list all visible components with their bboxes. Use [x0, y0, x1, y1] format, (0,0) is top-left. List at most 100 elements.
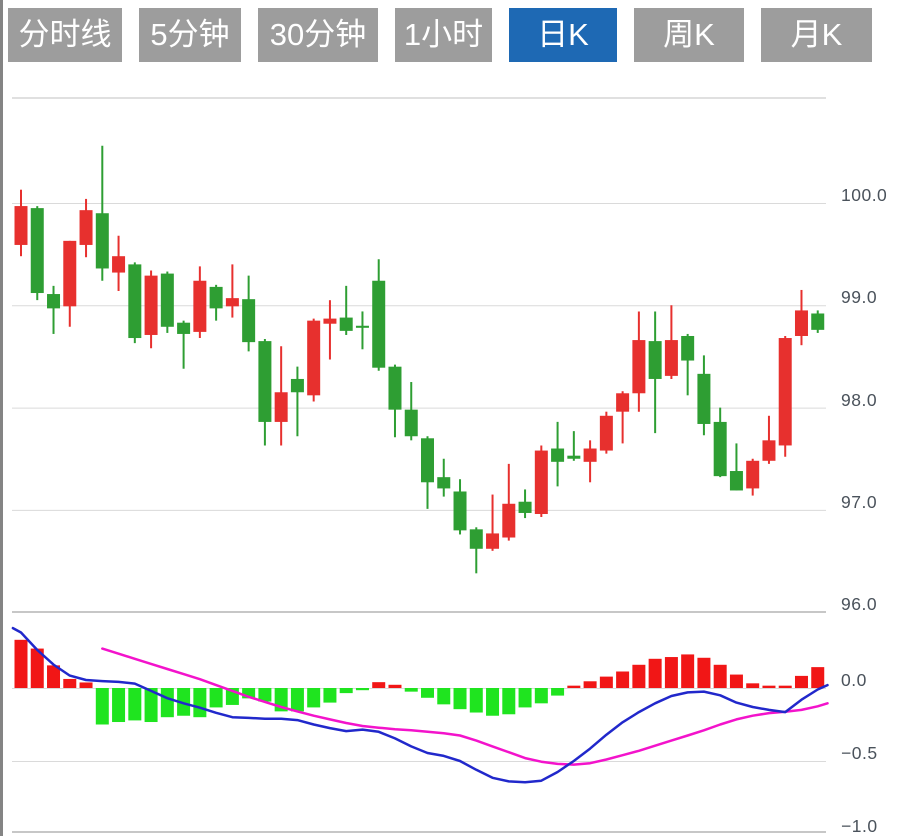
macd-histogram-bar	[290, 688, 304, 712]
candle-body	[177, 322, 191, 334]
macd-histogram-bar	[534, 688, 548, 704]
macd-histogram-bar	[713, 664, 727, 688]
macd-histogram-bar	[128, 688, 142, 721]
candle-body	[567, 455, 581, 459]
macd-histogram-bar	[697, 657, 711, 688]
candle-body	[14, 206, 28, 245]
macd-dea-line	[101, 647, 829, 766]
candle-body	[30, 208, 44, 294]
macd-histogram-bar	[437, 688, 451, 705]
macd-histogram-bar	[664, 657, 678, 688]
macd-histogram-bar	[355, 688, 369, 691]
macd-histogram-bar	[778, 685, 792, 688]
macd-histogram-bar	[79, 682, 93, 688]
macd-histogram-bar	[30, 648, 44, 688]
candle-body	[453, 491, 467, 531]
candle-body	[47, 294, 61, 309]
tab-monthly-k[interactable]: 月K	[761, 8, 872, 62]
macd-histogram-bar	[616, 671, 630, 688]
price-axis-tick-label: 100.0	[841, 185, 888, 205]
macd-histogram-bar	[95, 688, 109, 725]
candle-body	[664, 340, 678, 376]
macd-histogram-bar	[323, 688, 337, 703]
candle-body	[79, 210, 93, 245]
macd-axis-tick-label: 0.0	[841, 670, 867, 690]
candle-body	[437, 477, 451, 489]
macd-dif-line	[11, 626, 829, 784]
candle-body	[469, 529, 483, 549]
price-axis-tick-label: 96.0	[841, 594, 878, 615]
candle-body	[128, 264, 142, 339]
interval-tabbar: 分时线 5分钟 30分钟 1小时 日K 周K 月K	[8, 8, 872, 62]
macd-histogram-bar	[372, 682, 386, 688]
candle-body	[95, 213, 109, 269]
candle-body	[242, 299, 256, 343]
candle-body	[307, 320, 321, 396]
candle-body	[681, 335, 695, 361]
candle-body	[534, 450, 548, 514]
candle-body	[551, 448, 565, 462]
window-left-border	[0, 0, 3, 836]
candle-body	[811, 313, 825, 330]
macd-histogram-bar	[762, 685, 776, 688]
candle-body	[323, 318, 337, 324]
candle-body	[713, 421, 727, 477]
tab-daily-k[interactable]: 日K	[509, 8, 617, 62]
candle-body	[697, 373, 711, 424]
candle-body	[339, 317, 353, 331]
candle-body	[112, 256, 126, 273]
candle-body	[372, 280, 386, 368]
price-axis-tick-label: 98.0	[841, 389, 878, 410]
macd-histogram-bar	[648, 658, 662, 688]
candle-body	[486, 533, 500, 549]
candle-body	[290, 378, 304, 393]
candle-body	[729, 471, 743, 491]
macd-histogram-bar	[469, 688, 483, 713]
tab-weekly-k[interactable]: 周K	[634, 8, 744, 62]
macd-histogram-bar	[209, 688, 223, 708]
candle-body	[258, 341, 272, 422]
macd-histogram-bar	[144, 688, 158, 723]
macd-histogram-bar	[681, 654, 695, 688]
macd-histogram-bar	[160, 688, 174, 718]
candle-body	[355, 325, 369, 328]
macd-histogram-bar	[632, 664, 646, 688]
macd-histogram-bar	[242, 688, 256, 699]
macd-histogram-bar	[794, 675, 808, 688]
candle-body	[144, 275, 158, 335]
tab-5min[interactable]: 5分钟	[139, 8, 241, 62]
tab-timeline[interactable]: 分时线	[8, 8, 122, 62]
macd-histogram-bar	[404, 688, 418, 692]
candle-body	[388, 366, 402, 410]
macd-axis-tick-label: −1.0	[841, 816, 878, 836]
candle-body	[648, 341, 662, 379]
macd-histogram-bar	[567, 685, 581, 688]
candle-body	[599, 415, 613, 451]
candle-body	[616, 393, 630, 412]
macd-histogram-bar	[388, 684, 402, 688]
macd-histogram-bar	[258, 688, 272, 702]
macd-histogram-bar	[746, 683, 760, 688]
price-axis-tick-label: 97.0	[841, 491, 878, 512]
macd-histogram-bar	[518, 688, 532, 708]
macd-histogram-bar	[63, 678, 77, 688]
macd-histogram-bar	[339, 688, 353, 694]
macd-histogram-bar	[177, 688, 191, 716]
macd-histogram-bar	[421, 688, 434, 698]
tab-1hour[interactable]: 1小时	[395, 8, 492, 62]
macd-histogram-bar	[583, 681, 597, 688]
candle-body	[63, 240, 77, 307]
macd-histogram-bar	[193, 688, 207, 718]
macd-histogram-bar	[486, 688, 500, 716]
candle-body	[632, 340, 646, 394]
macd-histogram-bar	[47, 665, 61, 688]
macd-histogram-bar	[453, 688, 467, 710]
macd-axis-tick-label: −0.5	[841, 743, 878, 763]
macd-histogram-bar	[811, 667, 825, 688]
candle-body	[502, 503, 516, 538]
candle-body	[762, 440, 776, 461]
tab-30min[interactable]: 30分钟	[258, 8, 378, 62]
candle-body	[518, 501, 532, 513]
candle-body	[746, 460, 760, 489]
